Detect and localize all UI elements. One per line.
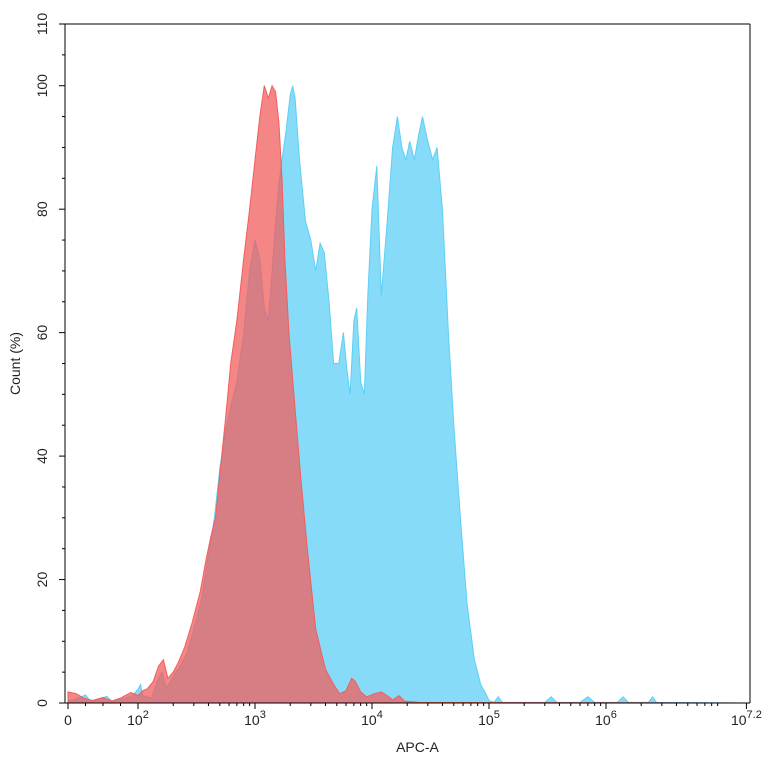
y-tick-label: 20 <box>34 572 50 588</box>
x-tick-label: 104 <box>361 709 383 728</box>
y-tick-label: 110 <box>34 13 50 36</box>
series-red-area <box>67 84 747 704</box>
x-tick-label: 0 <box>64 712 72 728</box>
y-tick-label: 0 <box>34 699 50 707</box>
x-axis-ticks: 0 102 103 104 105 106 107.2 <box>64 703 762 728</box>
x-tick-label: 105 <box>478 709 500 728</box>
y-tick-label: 60 <box>34 325 50 341</box>
y-tick-label: 80 <box>34 201 50 217</box>
y-tick-label: 100 <box>34 74 50 98</box>
y-axis-title: Count (%) <box>7 332 23 395</box>
y-axis-ticks: 0 20 40 60 80 100 110 <box>34 13 65 707</box>
x-tick-label: 102 <box>127 709 149 728</box>
x-tick-label: 106 <box>595 709 617 728</box>
x-tick-label: 103 <box>244 709 266 728</box>
series-blue-area <box>67 85 747 704</box>
series-layer <box>67 84 747 704</box>
x-tick-label: 107.2 <box>731 709 762 728</box>
x-axis-title: APC-A <box>396 739 439 755</box>
y-tick-label: 40 <box>34 448 50 464</box>
